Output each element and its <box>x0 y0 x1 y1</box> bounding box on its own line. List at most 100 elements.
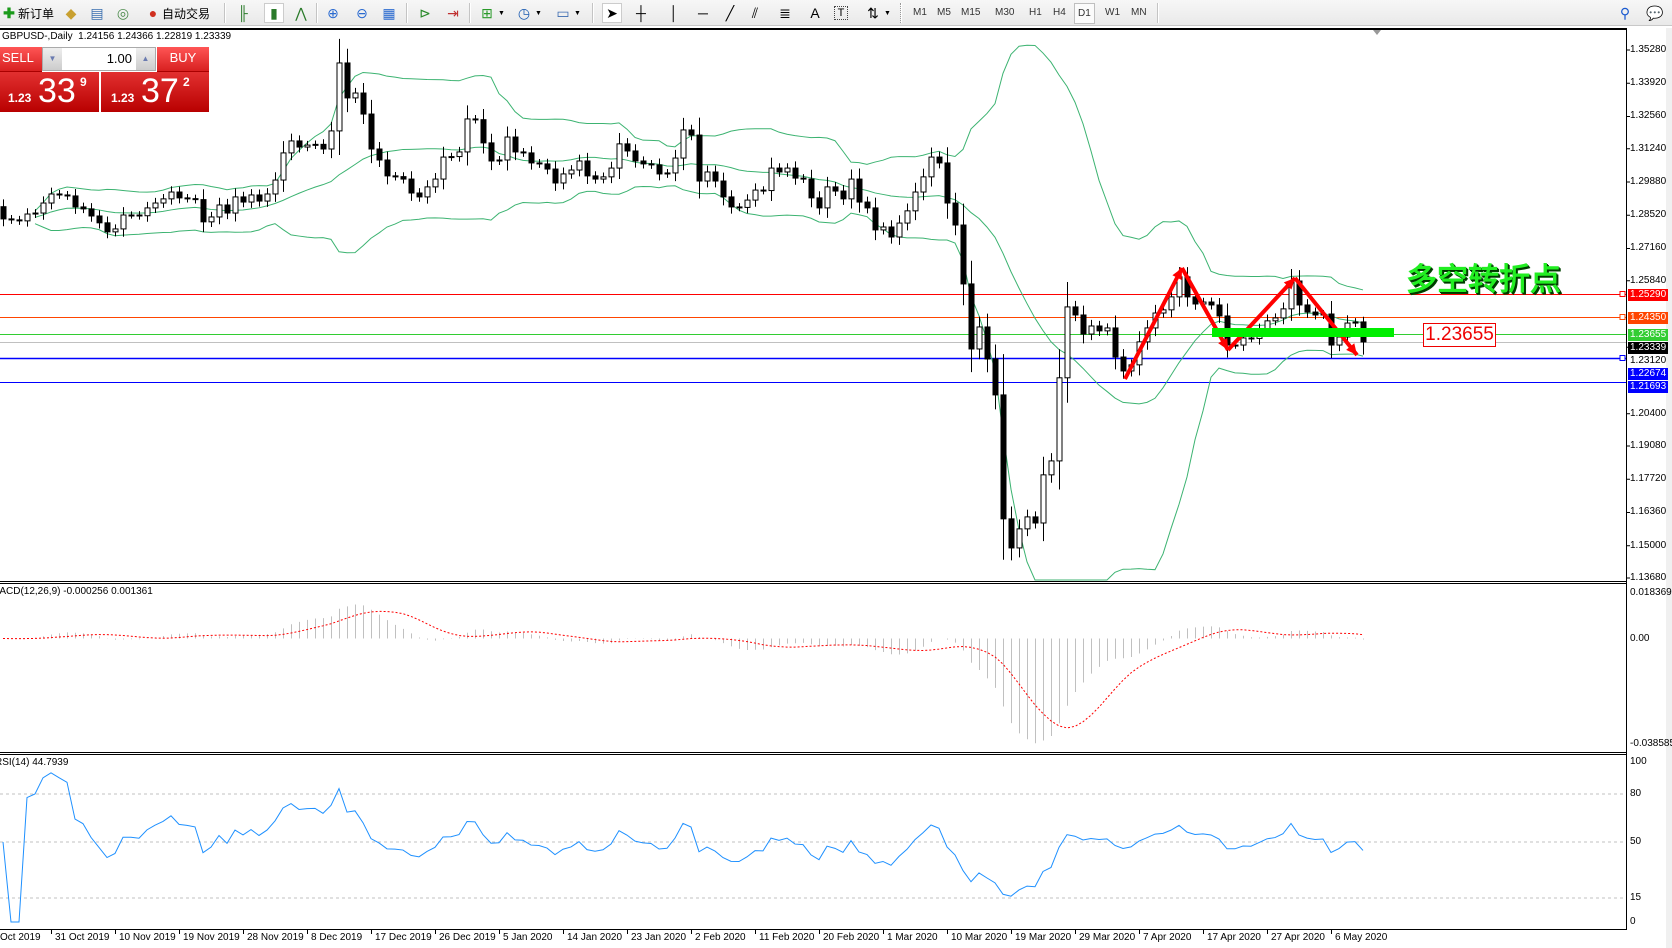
bullish-candle <box>1240 337 1247 346</box>
fibo-button[interactable]: ≣ <box>776 3 794 23</box>
bearish-candle <box>840 190 847 200</box>
timeframe-m15[interactable]: M15 <box>961 7 981 18</box>
bearish-candle <box>376 148 383 161</box>
new-order-icon: ✚ <box>3 5 15 21</box>
bullish-candle <box>464 118 471 153</box>
zoom-in-button[interactable]: ⊕ <box>324 3 342 23</box>
lot-value[interactable]: 1.00 <box>106 51 132 66</box>
crosshair-button[interactable]: ┼ <box>632 3 650 23</box>
timeframe-mn[interactable]: MN <box>1131 7 1147 18</box>
bearish-candle <box>192 198 199 201</box>
sell-price-button[interactable]: 1.23 33 9 <box>0 72 99 112</box>
line-anchor-handle <box>1619 291 1626 297</box>
text-label-button[interactable]: T <box>834 3 848 23</box>
macd-axis-label: -0.038585 <box>1630 738 1672 749</box>
vertical-line-button[interactable]: │ <box>665 3 683 23</box>
scrollbar[interactable] <box>1666 28 1672 948</box>
separator <box>316 3 318 23</box>
timeframe-m1[interactable]: M1 <box>913 7 927 18</box>
bearish-candle <box>488 142 495 162</box>
new-order-button[interactable]: ✚ 新订单 <box>0 3 54 23</box>
timeframe-h1[interactable]: H1 <box>1029 7 1042 18</box>
indicators-dropdown[interactable]: ⊞ ▼ <box>478 3 505 23</box>
lot-increase-button[interactable]: ▲ <box>136 48 155 70</box>
auto-trading-button[interactable]: ● 自动交易 <box>144 3 210 23</box>
bearish-candle <box>1112 327 1119 358</box>
trendline-button[interactable]: ╱ <box>721 3 739 23</box>
date-label: 17 Apr 2020 <box>1207 932 1261 943</box>
periods-dropdown[interactable]: ◷ ▼ <box>515 3 542 23</box>
price-line-label: 1.24350 <box>1628 311 1668 324</box>
rsi-axis-label: 80 <box>1630 788 1642 799</box>
horizontal-line-button[interactable]: ─ <box>694 3 712 23</box>
panel-separator[interactable] <box>0 581 1627 584</box>
tile-windows-button[interactable]: ▦ <box>380 3 398 23</box>
timeframe-m5[interactable]: M5 <box>937 7 951 18</box>
bearish-candle <box>792 167 799 179</box>
periods-icon: ◷ <box>517 5 531 21</box>
line-chart-button[interactable]: ⋀ <box>292 3 310 23</box>
price-axis-label: 1.32560 <box>1630 110 1667 122</box>
bearish-candle <box>1248 337 1255 340</box>
templates-dropdown[interactable]: ▭ ▼ <box>554 3 581 23</box>
bullish-candle <box>1088 325 1095 335</box>
bullish-candle <box>448 156 455 159</box>
bearish-candle <box>72 195 79 208</box>
lot-size-input[interactable]: ▼ 1.00 ▲ <box>42 47 156 71</box>
autoscroll-button[interactable]: ⇥ <box>444 3 462 23</box>
signals-button[interactable]: ◎ <box>114 3 132 23</box>
bullish-candle <box>272 179 279 195</box>
bearish-candle <box>104 222 111 233</box>
timeframe-w1[interactable]: W1 <box>1105 7 1120 18</box>
turning-zone-marker[interactable] <box>1212 328 1394 337</box>
panel-separator[interactable] <box>0 752 1627 755</box>
bearish-candle <box>1032 516 1039 524</box>
lot-decrease-button[interactable]: ▼ <box>43 48 62 70</box>
buy-price-button[interactable]: 1.23 37 2 <box>101 72 209 112</box>
bearish-candle <box>8 218 15 221</box>
separator <box>469 3 471 23</box>
timeframe-h4[interactable]: H4 <box>1053 7 1066 18</box>
bearish-candle <box>416 192 423 198</box>
bearish-candle <box>776 167 783 173</box>
bearish-candle <box>64 194 71 197</box>
sell-button[interactable]: SELL <box>0 47 42 72</box>
date-label: 1 Mar 2020 <box>887 932 938 943</box>
bullish-candle <box>1024 516 1031 530</box>
candlestick-button[interactable]: ▮ <box>264 3 284 23</box>
bearish-candle <box>984 326 991 360</box>
bullish-candle <box>112 228 119 233</box>
bar-chart-button[interactable]: ╟ <box>234 3 252 23</box>
trendline-icon: ╱ <box>725 5 735 21</box>
timeframe-m30[interactable]: M30 <box>995 7 1015 18</box>
arrows-dropdown[interactable]: ⇅ ▼ <box>864 3 891 23</box>
fibo-channel-button[interactable]: ⫽ <box>746 3 764 23</box>
zoom-out-button[interactable]: ⊖ <box>353 3 371 23</box>
new-order-label: 新订单 <box>18 6 55 21</box>
market-watch-button[interactable]: ▤ <box>88 3 106 23</box>
rsi-axis-label: 15 <box>1630 892 1642 903</box>
price-line-label: 1.22674 <box>1628 367 1668 380</box>
bearish-candle <box>88 208 95 217</box>
bearish-candle <box>200 199 207 223</box>
search-button[interactable]: ⚲ <box>1616 3 1634 23</box>
chart-header: GBPUSD-,Daily 1.24156 1.24366 1.22819 1.… <box>2 31 231 43</box>
rsi-axis-label: 50 <box>1630 836 1642 847</box>
bullish-candle <box>1064 306 1071 379</box>
chart-shift-button[interactable]: ⊳ <box>416 3 434 23</box>
buy-button[interactable]: BUY <box>157 47 209 72</box>
bullish-candle <box>208 216 215 223</box>
bearish-candle <box>384 159 391 177</box>
timeframe-d1[interactable]: D1 <box>1074 3 1095 24</box>
text-button[interactable]: A <box>806 3 824 23</box>
gold-button[interactable]: ◆ <box>62 3 80 23</box>
bullish-candle <box>32 212 39 215</box>
cursor-button[interactable]: ➤ <box>602 3 622 23</box>
bullish-candle <box>160 198 167 204</box>
rsi-axis-label: 100 <box>1630 756 1647 767</box>
date-label: 2 Feb 2020 <box>695 932 746 943</box>
annotation-price-box[interactable]: 1.23655 <box>1423 323 1496 347</box>
annotation-text[interactable]: 多空转折点 <box>1406 262 1561 298</box>
bullish-candle <box>1352 321 1359 324</box>
community-button[interactable]: 💬 <box>1646 3 1664 23</box>
